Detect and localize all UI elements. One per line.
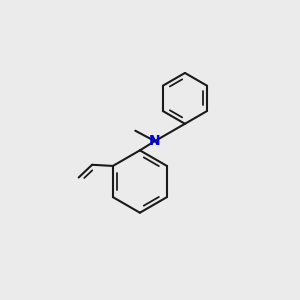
Text: N: N [149,134,161,148]
